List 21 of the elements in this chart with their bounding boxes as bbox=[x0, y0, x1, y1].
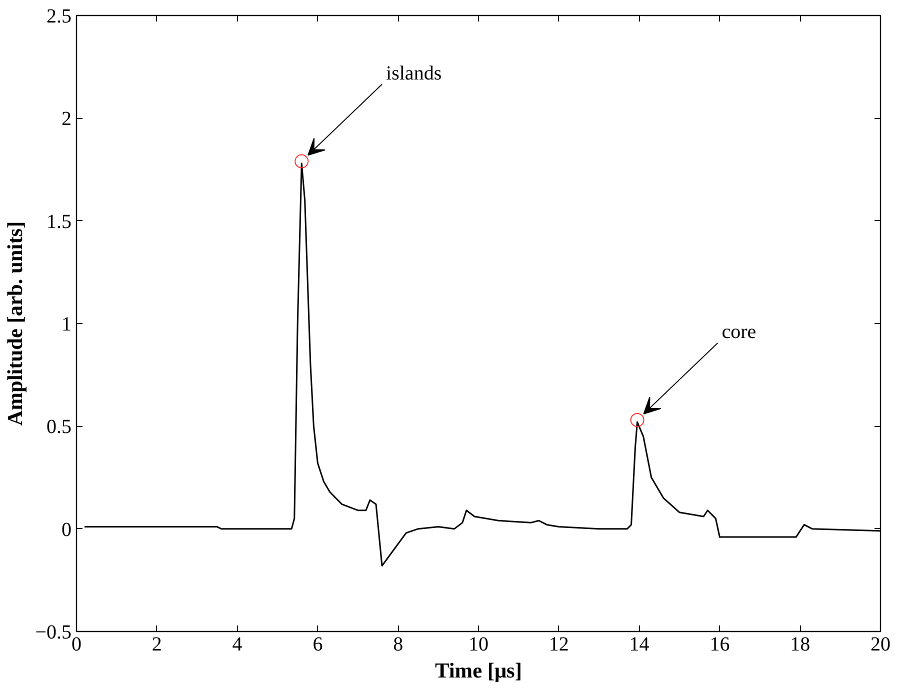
x-tick-label: 16 bbox=[710, 634, 730, 656]
y-tick-label: 1 bbox=[62, 314, 72, 336]
x-tick-label: 8 bbox=[393, 634, 404, 656]
x-tick-label: 10 bbox=[468, 634, 488, 656]
annotation: core bbox=[722, 321, 756, 344]
x-tick-label: 12 bbox=[548, 634, 569, 656]
x-axis-title: Time [μs] bbox=[435, 658, 522, 682]
x-tick-label: 14 bbox=[629, 634, 650, 656]
y-tick-label: 2 bbox=[62, 108, 72, 130]
y-tick-label: 1.5 bbox=[46, 210, 72, 233]
y-tick-label: 2.5 bbox=[46, 6, 72, 28]
y-tick-label: 0 bbox=[62, 518, 72, 541]
y-axis-title: Amplitude [arb. units] bbox=[3, 221, 28, 426]
x-tick-label: 18 bbox=[790, 634, 810, 656]
x-tick-label: 2 bbox=[152, 634, 162, 656]
annotation: islands bbox=[386, 62, 442, 84]
x-tick-label: 6 bbox=[312, 634, 323, 656]
x-tick-label: 4 bbox=[232, 634, 242, 656]
y-tick-label: 0.5 bbox=[46, 416, 72, 438]
y-tick-label: −0.5 bbox=[35, 622, 72, 644]
x-tick-label: 20 bbox=[870, 634, 890, 656]
